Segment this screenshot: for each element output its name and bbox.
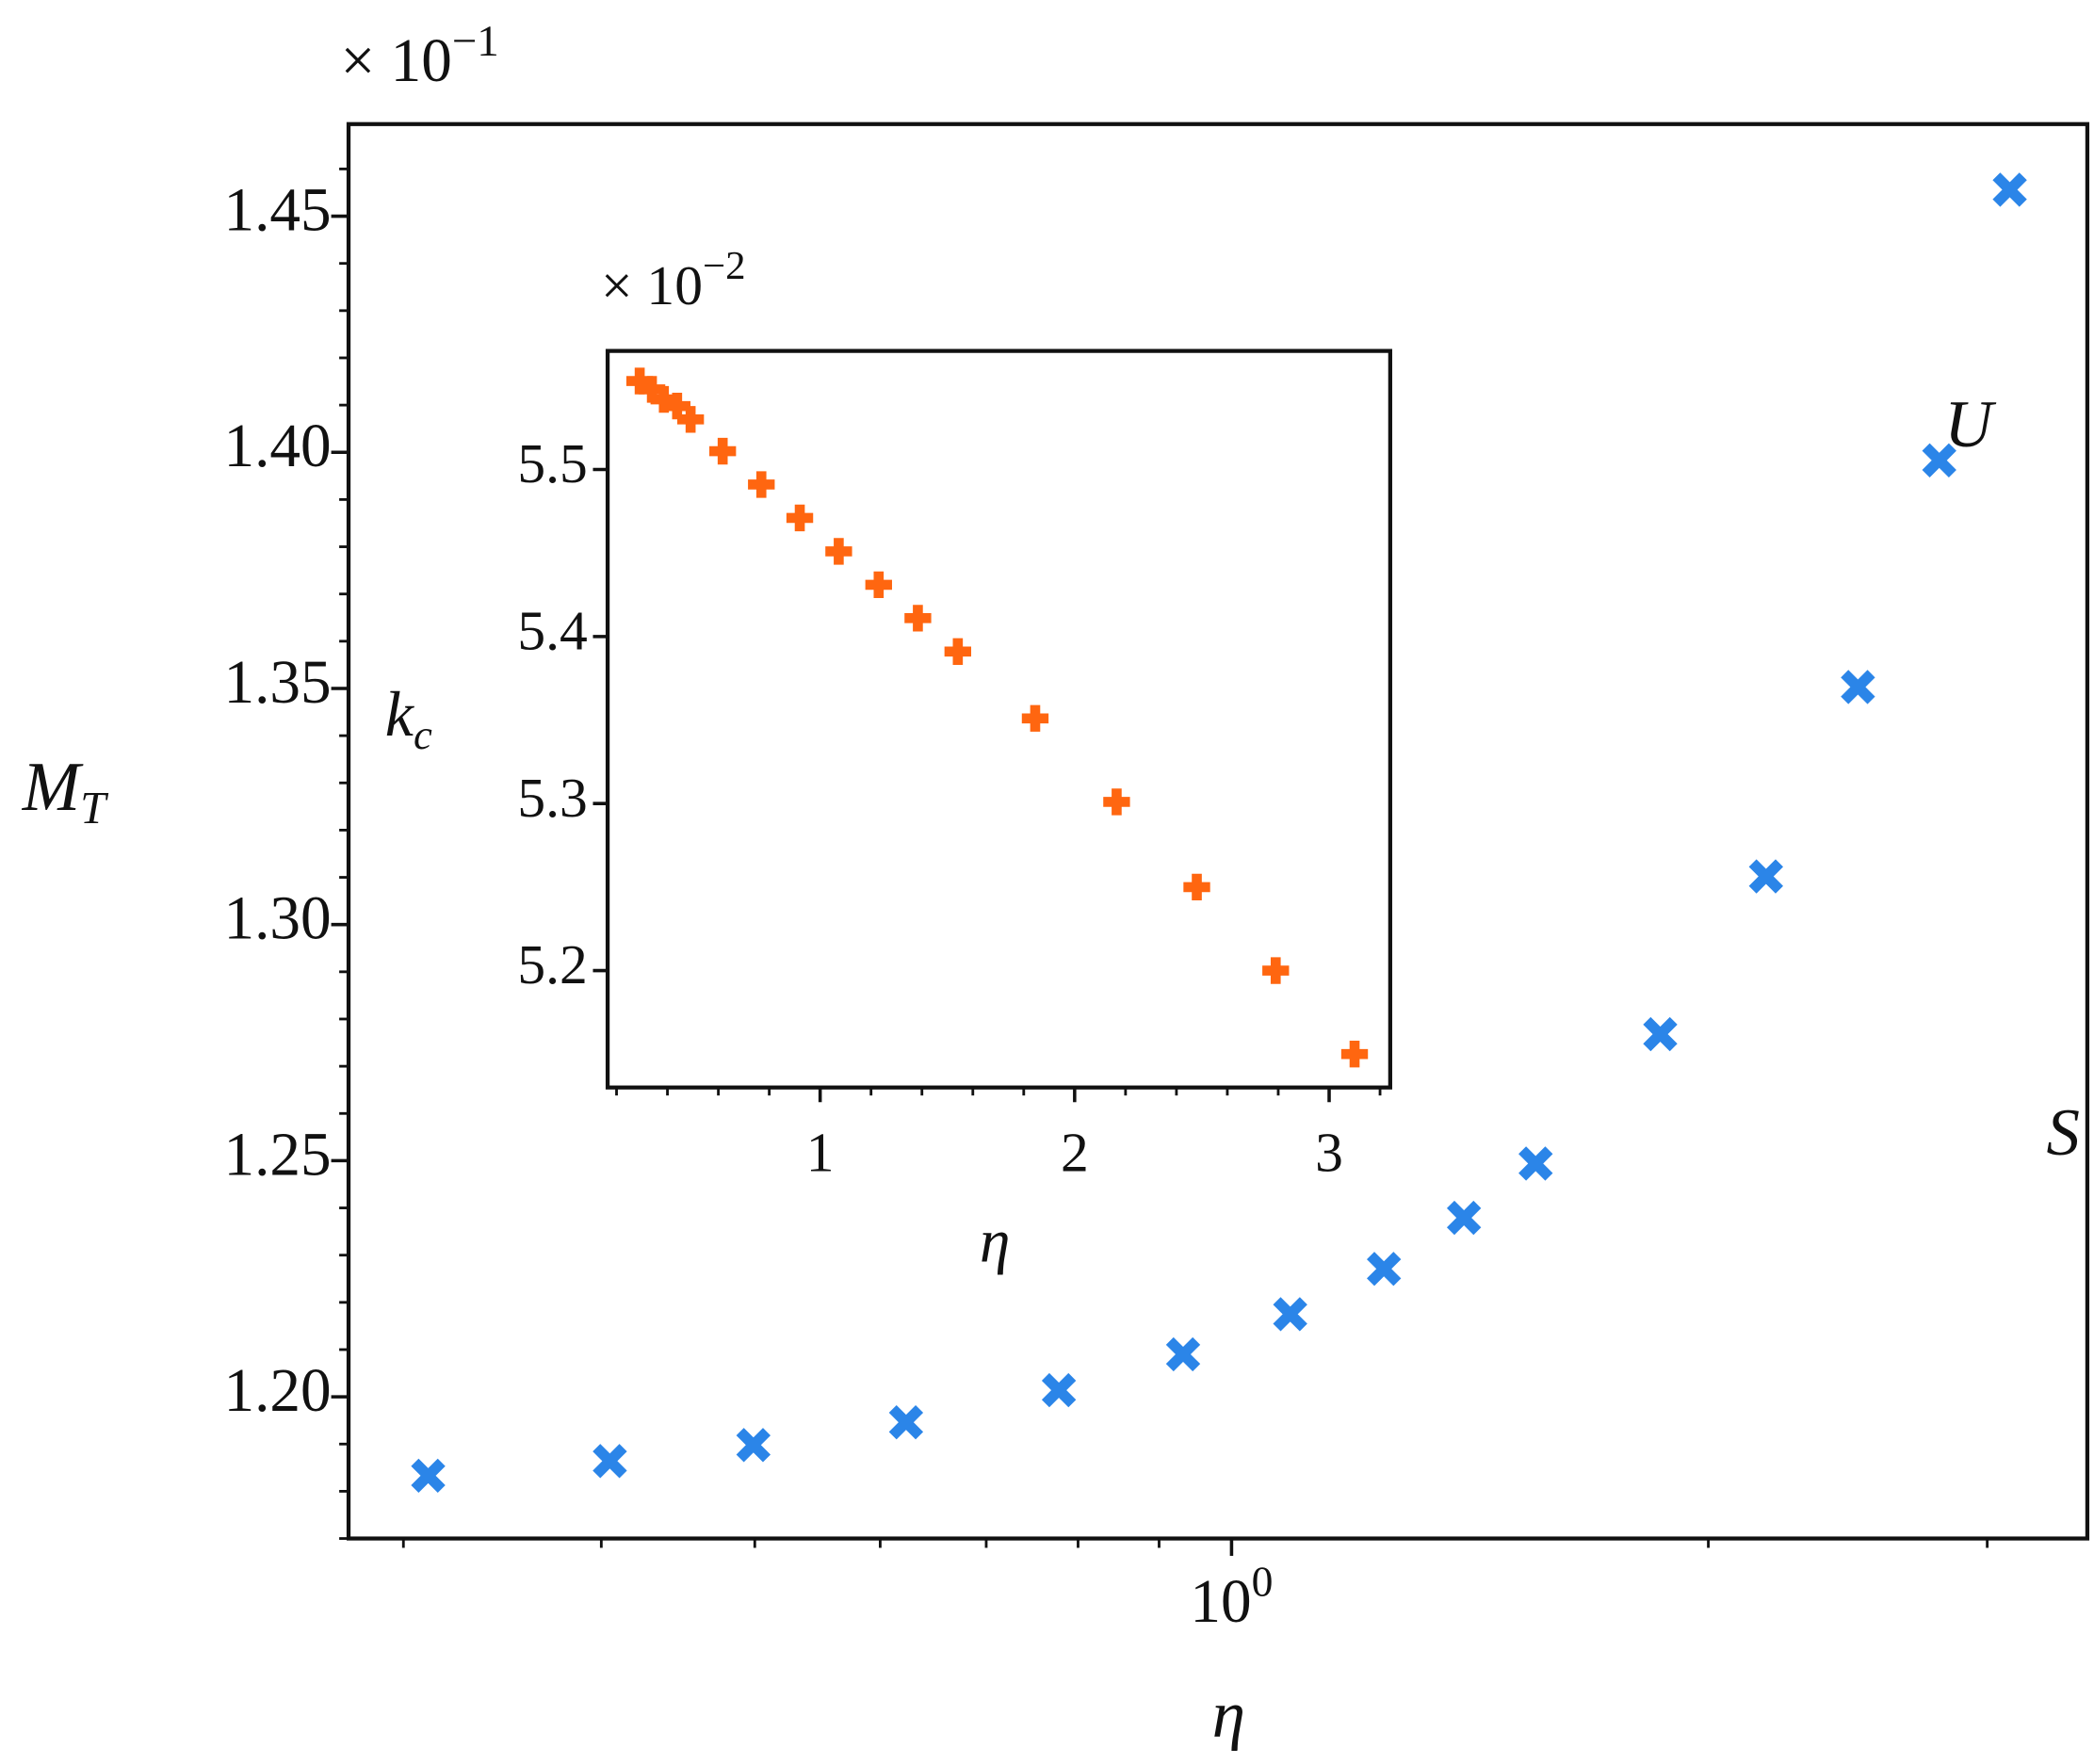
- data-point: [1021, 704, 1049, 732]
- data-point: [411, 1458, 446, 1494]
- offset-text: × 10−1: [341, 17, 499, 95]
- data-point: [1041, 1372, 1077, 1408]
- data-point: [1273, 1297, 1307, 1332]
- data-point: [1841, 670, 1875, 704]
- data-point: [1446, 1200, 1482, 1236]
- y-axis-label-subscript: T: [80, 782, 109, 833]
- data-point: [944, 638, 972, 665]
- x-tick-label: 3: [1315, 1121, 1343, 1183]
- y-tick-label: 1.25: [223, 1121, 331, 1189]
- data-point: [825, 538, 852, 565]
- data-point: [709, 437, 737, 465]
- x-axis-label: η: [1212, 1678, 1245, 1752]
- offset-text: × 10−2: [601, 244, 746, 316]
- data-point: [1165, 1336, 1201, 1372]
- inset-background: [608, 350, 1390, 1088]
- y-axis-label: MT: [22, 748, 109, 833]
- offset-exponent: −1: [452, 17, 499, 66]
- axes-frame: [605, 348, 1392, 1090]
- offset-exponent: −2: [703, 244, 746, 288]
- y-tick-label: 5.3: [517, 767, 587, 829]
- data-point: [1340, 1041, 1369, 1068]
- annotation: S: [2046, 1096, 2079, 1170]
- data-point: [865, 571, 892, 599]
- y-axis-label-main: k: [385, 678, 415, 750]
- data-point: [888, 1405, 924, 1440]
- data-point: [904, 605, 932, 632]
- data-point: [663, 392, 691, 420]
- y-tick-label: 5.4: [517, 600, 587, 662]
- x-axis-label: η: [980, 1208, 1010, 1276]
- y-tick-label: 1.40: [223, 413, 331, 480]
- y-tick-label: 1.20: [223, 1357, 331, 1425]
- y-axis-label-main: M: [22, 748, 84, 825]
- data-point: [676, 406, 705, 433]
- data-point: [1518, 1146, 1553, 1181]
- data-point: [1643, 1016, 1678, 1052]
- data-point: [736, 1428, 771, 1463]
- data-point: [1262, 957, 1290, 984]
- x-tick-label: 1: [806, 1121, 835, 1183]
- data-point: [1367, 1252, 1402, 1287]
- offset-base: × 10: [341, 27, 452, 95]
- data-point: [1922, 443, 1956, 477]
- data-point: [1183, 873, 1210, 901]
- data-point: [592, 1444, 627, 1479]
- data-point: [748, 471, 775, 498]
- x-tick-label: 100: [1190, 1558, 1273, 1636]
- y-tick-label: 1.45: [223, 177, 331, 245]
- data-point: [1992, 172, 2027, 207]
- x-tick-base: 10: [1190, 1568, 1251, 1636]
- y-tick-label: 5.5: [517, 432, 587, 494]
- data-point: [1748, 859, 1784, 894]
- y-axis-label: kc: [385, 678, 432, 758]
- x-tick-label: 2: [1061, 1121, 1089, 1183]
- x-tick-exponent: 0: [1252, 1558, 1274, 1606]
- y-tick-label: 1.35: [223, 649, 331, 717]
- data-point: [786, 504, 814, 532]
- y-tick-label: 1.30: [223, 885, 331, 953]
- y-tick-label: 5.2: [517, 933, 587, 995]
- data-point: [1103, 788, 1130, 816]
- offset-base: × 10: [601, 254, 703, 316]
- y-axis-label-subscript: c: [414, 711, 432, 758]
